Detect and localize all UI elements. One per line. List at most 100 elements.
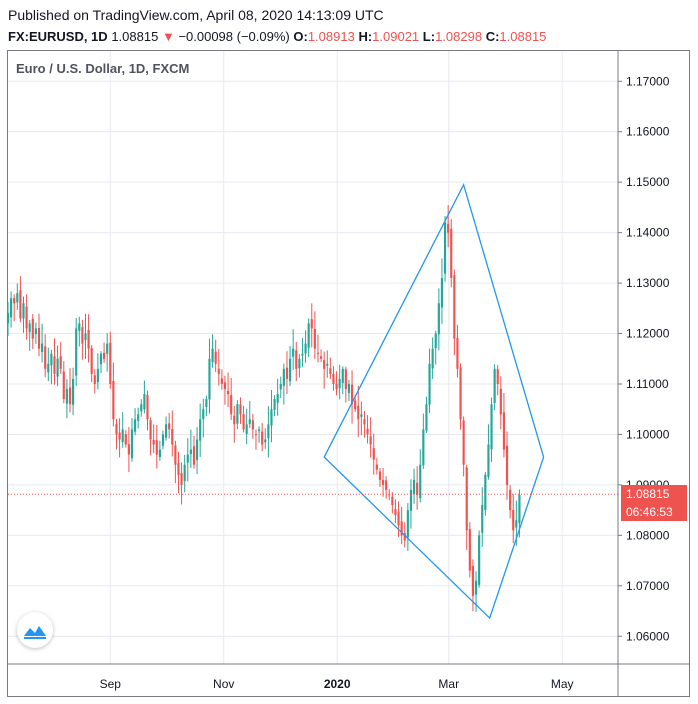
close-value: 1.08815 bbox=[499, 29, 547, 44]
candle-body bbox=[81, 327, 84, 344]
candle-body bbox=[310, 319, 313, 329]
candle-body bbox=[137, 414, 140, 421]
candle-body bbox=[434, 333, 437, 349]
candle-body bbox=[220, 378, 223, 384]
candle-body bbox=[41, 343, 44, 352]
candle-body bbox=[406, 510, 409, 538]
candle-body bbox=[149, 420, 152, 440]
chart-title: Euro / U.S. Dollar, 1D, FXCM bbox=[16, 61, 190, 76]
candle-body bbox=[403, 532, 406, 541]
candle-body bbox=[202, 409, 205, 420]
candle-body bbox=[168, 423, 171, 430]
candle-body bbox=[115, 424, 118, 435]
candle-body bbox=[186, 454, 189, 463]
candle-body bbox=[285, 367, 289, 379]
candle-body bbox=[428, 363, 431, 405]
candle-body bbox=[490, 404, 493, 450]
candle-body bbox=[103, 352, 106, 359]
candle-body bbox=[273, 399, 276, 411]
candle-body bbox=[264, 439, 267, 443]
candle-body bbox=[453, 275, 456, 339]
y-tick-label: 1.11000 bbox=[626, 377, 669, 391]
candle-body bbox=[515, 520, 518, 528]
candle-body bbox=[75, 328, 78, 376]
candle-body bbox=[509, 489, 512, 511]
candle-body bbox=[133, 419, 137, 432]
candle-body bbox=[171, 428, 174, 445]
chart-header: Published on TradingView.com, April 08, … bbox=[8, 6, 692, 46]
candle-body bbox=[499, 388, 502, 415]
candle-body bbox=[304, 343, 307, 354]
candle-body bbox=[357, 405, 360, 420]
candle-body bbox=[471, 566, 475, 596]
candle-body bbox=[25, 306, 28, 329]
candle-body bbox=[267, 424, 270, 439]
candle-body bbox=[450, 228, 453, 279]
candle-body bbox=[195, 439, 199, 460]
high-label: H: bbox=[358, 29, 373, 44]
candle-body bbox=[34, 328, 37, 334]
candle-body bbox=[372, 448, 375, 460]
candle-body bbox=[332, 374, 335, 384]
diamond-pattern-shape bbox=[323, 182, 545, 620]
candle-body bbox=[400, 521, 403, 536]
candle-body bbox=[505, 445, 509, 485]
candle-body bbox=[425, 404, 428, 431]
candle-body bbox=[217, 368, 220, 374]
candle-body bbox=[208, 358, 211, 400]
candle-body bbox=[37, 327, 41, 349]
open-value: 1.08913 bbox=[307, 29, 355, 44]
candle-body bbox=[313, 328, 316, 349]
candle-body bbox=[335, 383, 338, 390]
candle-body bbox=[391, 496, 394, 506]
candle-body bbox=[326, 363, 329, 366]
y-tick-label: 1.06000 bbox=[626, 629, 670, 643]
candle-body bbox=[130, 429, 134, 459]
candle-body bbox=[199, 419, 202, 441]
candle-body bbox=[481, 505, 484, 533]
candle-body bbox=[112, 381, 115, 420]
candle-body bbox=[440, 278, 444, 308]
candlestick-series bbox=[6, 205, 521, 612]
candle-body bbox=[127, 444, 130, 455]
candle-body bbox=[96, 368, 99, 383]
candle-body bbox=[462, 420, 465, 465]
candle-body bbox=[369, 436, 372, 445]
candle-body bbox=[118, 432, 121, 440]
candle-body bbox=[512, 510, 515, 531]
x-tick-label: Nov bbox=[213, 677, 234, 691]
candle-body bbox=[341, 368, 344, 384]
candle-body bbox=[378, 471, 382, 480]
low-label: L: bbox=[422, 29, 436, 44]
candle-body bbox=[474, 580, 478, 595]
candle-body bbox=[62, 371, 65, 400]
candle-body bbox=[437, 303, 440, 335]
candle-body bbox=[254, 434, 258, 436]
candle-body bbox=[50, 353, 53, 366]
candle-body bbox=[496, 369, 499, 384]
candle-body bbox=[106, 343, 109, 354]
candle-body bbox=[270, 409, 273, 426]
candle-body bbox=[502, 412, 506, 450]
candle-body bbox=[226, 390, 230, 395]
candle-body bbox=[19, 290, 22, 319]
candle-body bbox=[301, 353, 304, 356]
candle-body bbox=[338, 378, 341, 389]
x-tick-label: 2020 bbox=[324, 677, 351, 691]
high-value: 1.09021 bbox=[372, 29, 420, 44]
candle-body bbox=[279, 383, 282, 390]
candle-body bbox=[292, 348, 295, 357]
candle-body bbox=[10, 298, 13, 318]
candle-body bbox=[282, 368, 285, 386]
candle-body bbox=[456, 337, 459, 369]
candle-body bbox=[16, 293, 19, 303]
candle-body bbox=[155, 440, 158, 455]
low-value: 1.08298 bbox=[435, 29, 483, 44]
candle-body bbox=[468, 529, 471, 571]
candle-body bbox=[28, 323, 31, 332]
y-tick-label: 1.16000 bbox=[626, 125, 670, 139]
quote-line: FX:EURUSD, 1D 1.08815 ▼ −0.00098 (−0.09%… bbox=[8, 28, 692, 46]
candle-body bbox=[223, 382, 227, 390]
tradingview-logo-icon[interactable] bbox=[17, 612, 53, 648]
